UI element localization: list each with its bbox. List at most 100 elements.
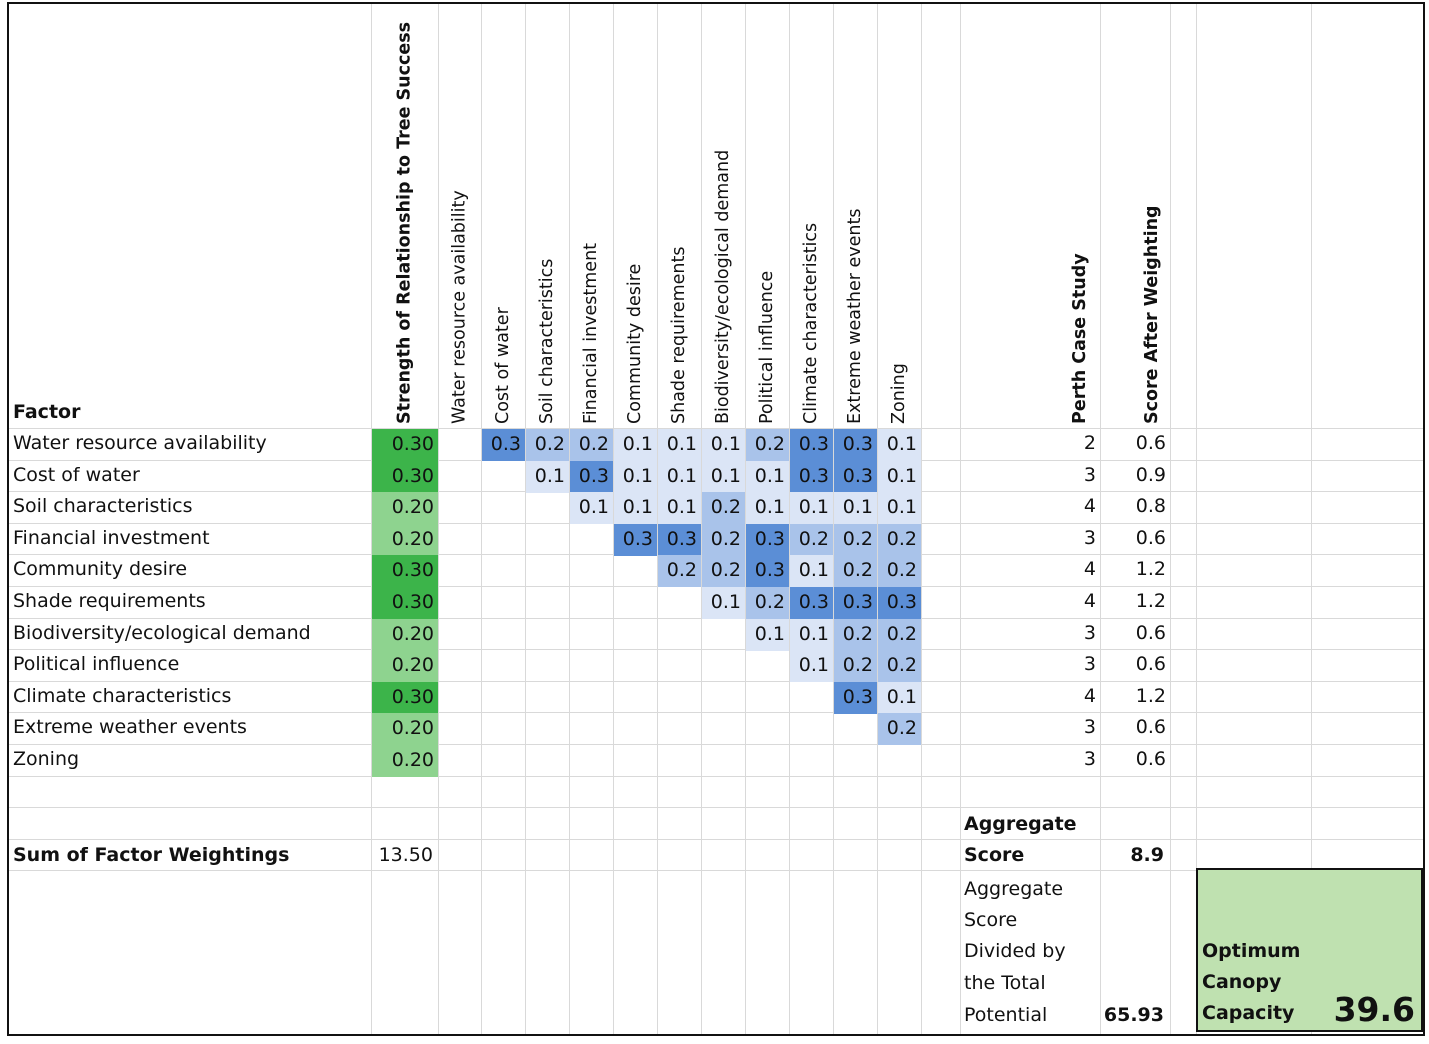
- grid-vline: [877, 4, 878, 1034]
- header-factor-col: Biodiversity/ecological demand: [713, 149, 733, 424]
- matrix-cell: 0.2: [526, 429, 569, 461]
- matrix-cell: 0.1: [746, 619, 789, 651]
- grid-hline: [9, 712, 1423, 713]
- aggregate-label-1: Aggregate: [964, 813, 1077, 835]
- perth-score: 4: [1083, 590, 1096, 612]
- matrix-cell: 0.3: [834, 429, 877, 461]
- matrix-cell: 0.2: [702, 524, 745, 556]
- strength-cell: 0.20: [372, 745, 438, 777]
- header-factor-col: Shade requirements: [669, 246, 689, 424]
- factor-header: Factor: [13, 401, 81, 423]
- grid-vline: [613, 4, 614, 1034]
- grid-vline: [438, 4, 439, 1034]
- matrix-cell: 0.1: [878, 429, 921, 461]
- matrix-cell: 0.1: [658, 461, 701, 493]
- grid-vline: [657, 4, 658, 1034]
- header-score-after-weighting: Score After Weighting: [1142, 205, 1162, 424]
- grid-hline: [9, 649, 1423, 650]
- matrix-cell: 0.3: [790, 429, 833, 461]
- matrix-cell: 0.1: [702, 429, 745, 461]
- sum-value: 13.50: [378, 844, 433, 866]
- perth-score: 2: [1083, 432, 1096, 454]
- grid-vline: [960, 4, 961, 1034]
- optimum-label-3: Capacity: [1202, 1002, 1295, 1024]
- perth-score: 4: [1083, 558, 1096, 580]
- strength-cell: 0.30: [372, 587, 438, 619]
- matrix-cell: 0.3: [834, 587, 877, 619]
- factor-label: Water resource availability: [13, 432, 267, 454]
- grid-vline: [789, 4, 790, 1034]
- divided-value: 65.93: [1103, 1004, 1164, 1026]
- weighted-score: 0.6: [1135, 748, 1166, 770]
- strength-cell: 0.30: [372, 429, 438, 461]
- header-factor-col: Climate characteristics: [801, 222, 821, 424]
- matrix-cell: 0.2: [834, 555, 877, 587]
- matrix-cell: 0.1: [878, 461, 921, 493]
- grid-vline: [1196, 4, 1197, 1034]
- grid-vline: [1311, 4, 1312, 1034]
- factor-label: Political influence: [13, 653, 180, 675]
- matrix-cell: 0.2: [834, 524, 877, 556]
- matrix-cell: 0.3: [878, 587, 921, 619]
- grid-hline: [9, 839, 1423, 840]
- perth-score: 4: [1083, 495, 1096, 517]
- divided-label-2: Score: [964, 909, 1018, 931]
- factor-label: Extreme weather events: [13, 716, 247, 738]
- perth-score: 3: [1083, 622, 1096, 644]
- weighted-score: 0.6: [1135, 527, 1166, 549]
- perth-score: 3: [1083, 464, 1096, 486]
- matrix-cell: 0.3: [658, 524, 701, 556]
- matrix-cell: 0.3: [834, 461, 877, 493]
- strength-cell: 0.30: [372, 682, 438, 714]
- matrix-cell: 0.1: [834, 492, 877, 524]
- matrix-cell: 0.2: [658, 555, 701, 587]
- optimum-label-2: Canopy: [1202, 971, 1282, 993]
- divided-label-4: the Total: [964, 972, 1046, 994]
- matrix-cell: 0.3: [746, 555, 789, 587]
- grid-hline: [9, 870, 1423, 871]
- matrix-cell: 0.1: [614, 461, 657, 493]
- matrix-cell: 0.1: [658, 492, 701, 524]
- matrix-cell: 0.3: [834, 682, 877, 714]
- matrix-cell: 0.1: [658, 429, 701, 461]
- matrix-cell: 0.2: [878, 524, 921, 556]
- sum-label: Sum of Factor Weightings: [13, 844, 290, 866]
- grid-vline: [1100, 4, 1101, 1034]
- factor-label: Soil characteristics: [13, 495, 193, 517]
- matrix-cell: 0.2: [702, 492, 745, 524]
- matrix-cell: 0.2: [834, 619, 877, 651]
- matrix-cell: 0.2: [746, 429, 789, 461]
- header-factor-col: Zoning: [889, 363, 909, 424]
- weighted-score: 0.6: [1135, 716, 1166, 738]
- weighted-score: 0.6: [1135, 653, 1166, 675]
- matrix-cell: 0.1: [790, 619, 833, 651]
- matrix-cell: 0.2: [834, 650, 877, 682]
- matrix-cell: 0.1: [746, 461, 789, 493]
- matrix-cell: 0.1: [790, 555, 833, 587]
- factor-label: Climate characteristics: [13, 685, 232, 707]
- matrix-cell: 0.2: [878, 713, 921, 745]
- perth-score: 3: [1083, 653, 1096, 675]
- perth-score: 3: [1083, 716, 1096, 738]
- strength-cell: 0.20: [372, 492, 438, 524]
- strength-cell: 0.20: [372, 713, 438, 745]
- grid-vline: [525, 4, 526, 1034]
- grid-vline: [481, 4, 482, 1034]
- header-factor-col: Political influence: [757, 270, 777, 424]
- grid-vline: [569, 4, 570, 1034]
- strength-cell: 0.20: [372, 524, 438, 556]
- header-factor-col: Financial investment: [581, 242, 601, 424]
- divided-label-5: Potential: [964, 1004, 1048, 1026]
- divided-label-3: Divided by: [964, 940, 1066, 962]
- divided-label-1: Aggregate: [964, 878, 1064, 900]
- matrix-cell: 0.1: [878, 492, 921, 524]
- grid-vline: [701, 4, 702, 1034]
- strength-cell: 0.20: [372, 619, 438, 651]
- factor-label: Zoning: [13, 748, 80, 770]
- matrix-cell: 0.1: [570, 492, 613, 524]
- weighted-score: 1.2: [1135, 590, 1166, 612]
- grid-vline: [1170, 4, 1171, 1034]
- matrix-cell: 0.3: [482, 429, 525, 461]
- matrix-cell: 0.1: [790, 650, 833, 682]
- perth-score: 3: [1083, 748, 1096, 770]
